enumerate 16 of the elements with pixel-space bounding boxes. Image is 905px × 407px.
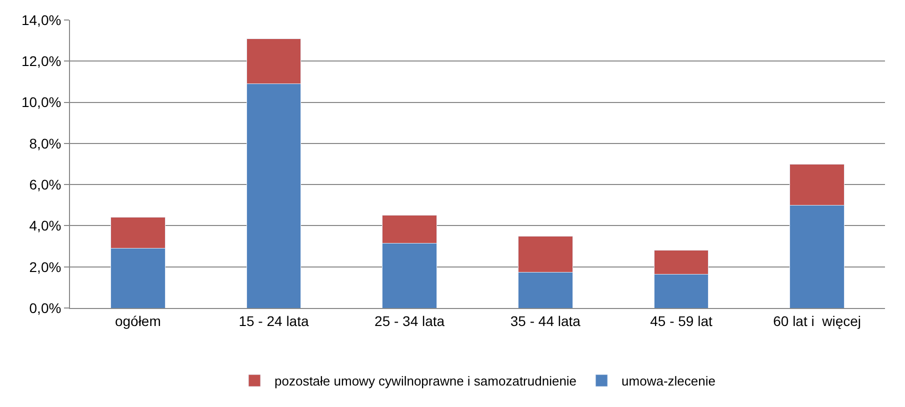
x-tick-label: 25 - 34 lata bbox=[374, 312, 445, 329]
x-tick-label: 35 - 44 lata bbox=[510, 312, 581, 329]
y-tick-label: 14,0% bbox=[21, 12, 62, 28]
y-tick-label: 8,0% bbox=[29, 135, 62, 152]
y-tick-label: 4,0% bbox=[29, 218, 62, 234]
x-tick-label: 45 - 59 lat bbox=[650, 312, 712, 329]
legend-label: umowa-zlecenie bbox=[622, 374, 716, 389]
y-tick-label: 12,0% bbox=[21, 53, 62, 70]
y-tick-label: 10,0% bbox=[21, 94, 62, 110]
x-tick-label: ogółem bbox=[114, 312, 161, 329]
x-tick-label: 15 - 24 lata bbox=[238, 312, 309, 329]
legend-label: pozostałe umowy cywilnoprawne i samozatrudnienie bbox=[274, 374, 577, 389]
y-tick-label: 6,0% bbox=[29, 176, 62, 192]
y-tick-label: 2,0% bbox=[29, 258, 62, 275]
y-tick-label: 0,0% bbox=[29, 300, 62, 316]
x-tick-label: 60 lat i więcej bbox=[773, 312, 862, 329]
